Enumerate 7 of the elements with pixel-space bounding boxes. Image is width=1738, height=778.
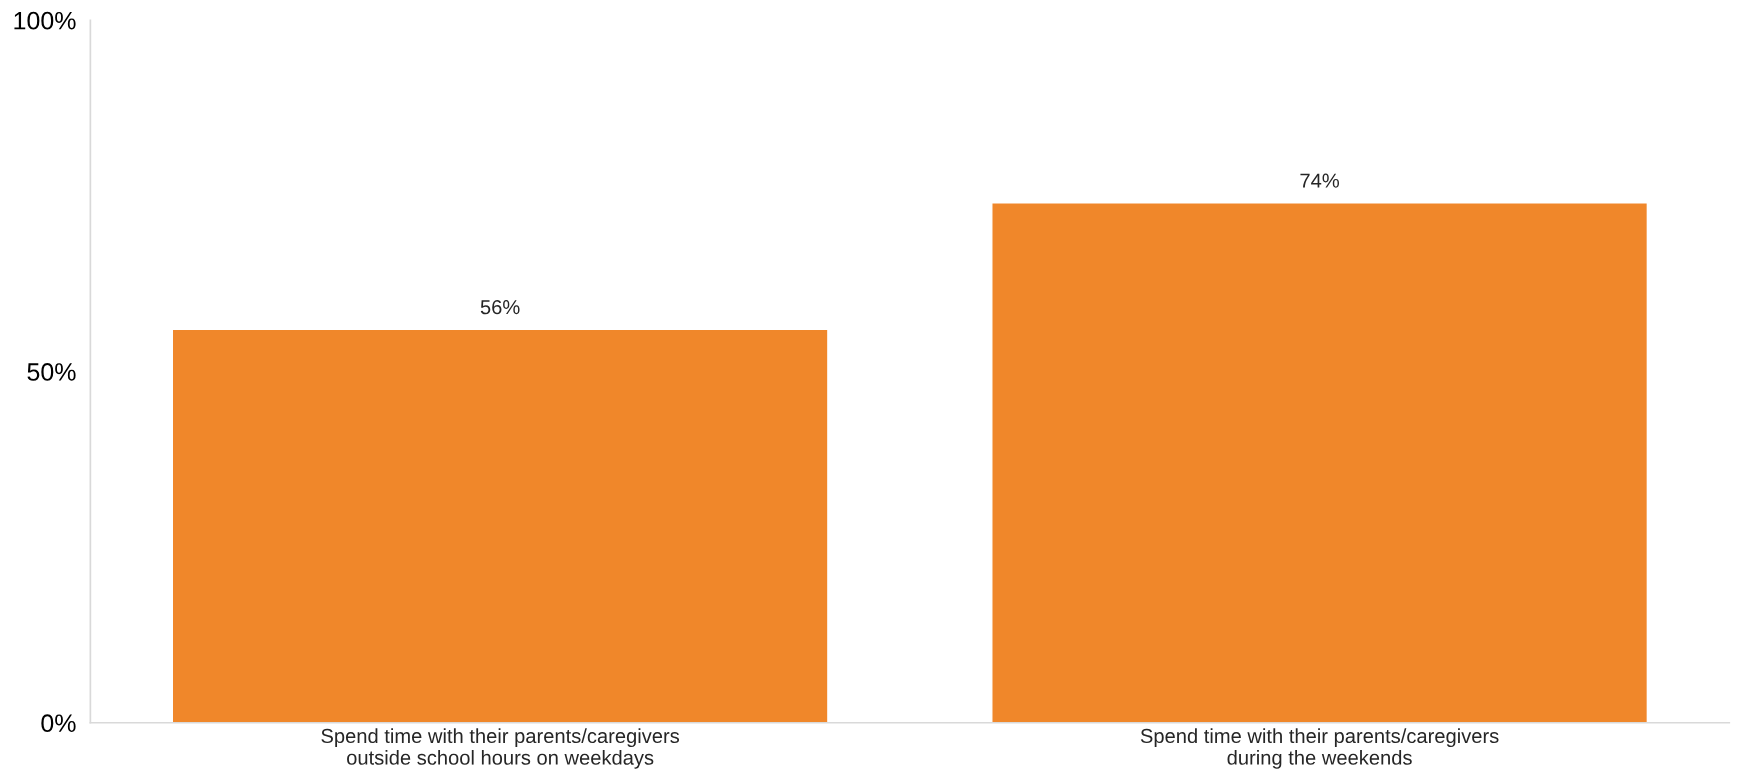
x-tick-label: Spend time with their parents/caregivers during the weekends [1140,728,1499,769]
data-label: 74% [1300,173,1340,188]
y-tick-label: 0% [41,714,76,733]
data-label: 56% [480,299,520,315]
x-tick-label: Spend time with their parents/caregivers outside school hours on weekdays [321,728,680,769]
y-tick-label: 50% [27,363,76,381]
y-tick-label: 100% [14,11,76,30]
